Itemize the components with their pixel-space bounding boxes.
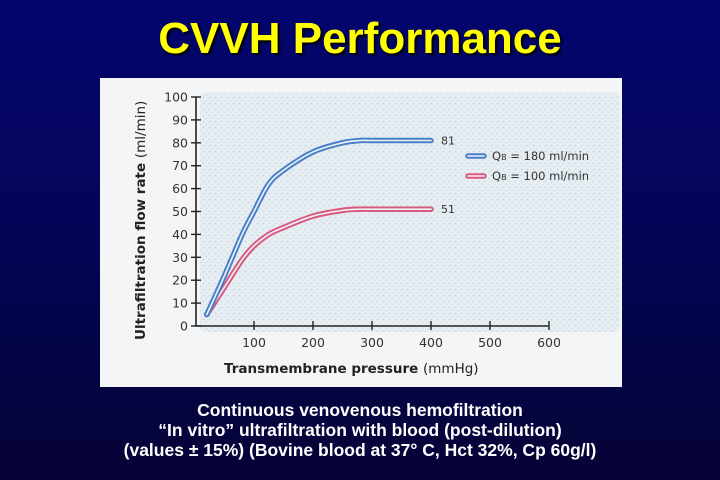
x-tick-label: 500: [478, 335, 502, 350]
x-tick-label: 200: [301, 335, 325, 350]
x-tick-label: 600: [537, 335, 561, 350]
axis-titles: Transmembrane pressure (mmHg) Ultrafiltra…: [133, 101, 479, 377]
end-value-label: 51: [441, 203, 455, 216]
caption-line-2: “In vitro” ultrafiltration with blood (p…: [158, 420, 562, 440]
series-layer: 51 81: [204, 135, 455, 318]
caption-line-3: (values ± 15%) (Bovine blood at 37° C, H…: [123, 440, 597, 460]
y-tick-label: 30: [172, 250, 188, 265]
x-axis-title: Transmembrane pressure (mmHg): [224, 361, 479, 377]
end-value-label: 81: [441, 135, 455, 148]
y-tick-label: 80: [172, 135, 188, 150]
y-tick-label: 70: [172, 158, 188, 173]
legend-label: QB = 180 ml/min: [492, 149, 589, 163]
y-tick-label: 40: [172, 227, 188, 242]
axes: 0 10 20 30 40 50 60 70 80 90 100 100 200 300 400 500 600: [164, 90, 561, 351]
legend-label: QB = 100 ml/min: [492, 169, 589, 183]
x-tick-label: 100: [242, 335, 266, 350]
chart-figure: 0 10 20 30 40 50 60 70 80 90 100 100 200 300 400 500 600…: [100, 78, 622, 387]
y-tick-label: 20: [172, 273, 188, 288]
slide-caption: Continuous venovenous hemofiltration “In…: [0, 400, 720, 460]
series-qb-180-ml-min: 81: [204, 135, 455, 318]
y-tick-label: 0: [180, 319, 188, 334]
y-tick-label: 100: [164, 90, 188, 105]
y-tick-label: 10: [172, 296, 188, 311]
y-tick-label: 50: [172, 204, 188, 219]
y-tick-label: 60: [172, 181, 188, 196]
x-tick-label: 400: [419, 335, 443, 350]
x-tick-label: 300: [360, 335, 384, 350]
ultrafiltration-chart: 0 10 20 30 40 50 60 70 80 90 100 100 200 300 400 500 600…: [100, 78, 622, 387]
series-qb-100-ml-min: 51: [204, 203, 455, 318]
slide-title: CVVH Performance: [158, 14, 562, 63]
y-tick-label: 90: [172, 112, 188, 127]
caption-line-1: Continuous venovenous hemofiltration: [197, 400, 523, 420]
chart-legend: QB = 180 ml/min QB = 100 ml/min: [465, 149, 589, 183]
y-axis-title: Ultrafiltration flow rate (ml/min): [133, 101, 149, 340]
